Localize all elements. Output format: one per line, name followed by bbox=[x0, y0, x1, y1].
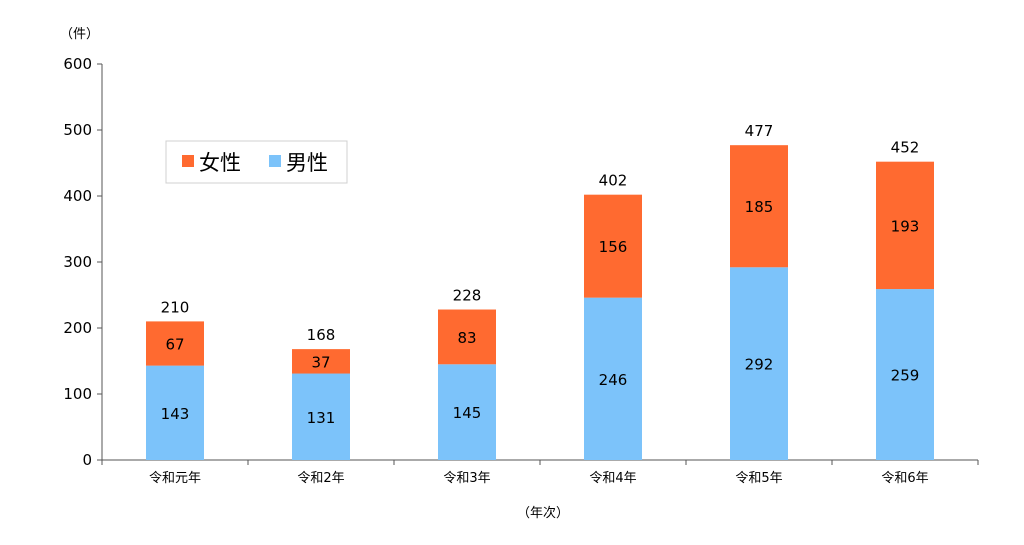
data-labels: 143 67 210 131 37 168 145 83 228 246 156 402 292 185 4… bbox=[161, 122, 920, 427]
bar-total-label: 402 bbox=[599, 172, 628, 190]
y-tick-label: 300 bbox=[63, 253, 92, 271]
legend-swatch bbox=[182, 155, 194, 167]
x-category-label: 令和元年 bbox=[149, 471, 201, 486]
bar-segment-male bbox=[438, 364, 496, 460]
x-category-label: 令和2年 bbox=[297, 471, 344, 486]
bar-segment-male bbox=[146, 365, 204, 460]
bar-total-label: 210 bbox=[161, 298, 190, 316]
bar-segment-male bbox=[584, 297, 642, 460]
bar-total-label: 477 bbox=[745, 122, 774, 140]
bar-segment-male bbox=[292, 373, 350, 460]
bar-segment-female bbox=[292, 349, 350, 374]
bar-value-label: 83 bbox=[457, 329, 476, 347]
bar-value-label: 292 bbox=[745, 356, 774, 374]
y-tick-label: 400 bbox=[63, 187, 92, 205]
y-tick-label: 100 bbox=[63, 385, 92, 403]
x-category-label: 令和4年 bbox=[589, 471, 636, 486]
bar-total-label: 228 bbox=[453, 287, 482, 305]
legend-box bbox=[165, 140, 348, 184]
x-category-label: 令和5年 bbox=[735, 471, 782, 486]
y-tick-label: 600 bbox=[63, 55, 92, 73]
legend-entry: 男性 bbox=[286, 151, 328, 175]
x-category-label: 令和6年 bbox=[881, 471, 928, 486]
bar-segment-male bbox=[730, 267, 788, 460]
bar-value-label: 145 bbox=[453, 404, 482, 422]
bar-value-label: 185 bbox=[745, 198, 774, 216]
bar-value-label: 143 bbox=[161, 405, 190, 423]
legend: 女性 男性 bbox=[165, 140, 348, 184]
legend-swatch bbox=[269, 155, 281, 167]
bar-segment-female bbox=[584, 194, 642, 298]
bar-value-label: 259 bbox=[891, 367, 920, 385]
y-axis-unit-label: （件） bbox=[60, 27, 99, 42]
bar-segment-female bbox=[146, 321, 204, 366]
axes: 0 100 200 300 400 500 600 令和元年 令和2年 令和3年 令和4年 令和5年 令… bbox=[63, 55, 979, 486]
bar-total-label: 452 bbox=[891, 139, 920, 157]
bar-segment-female bbox=[876, 161, 934, 290]
bar-value-label: 37 bbox=[311, 353, 330, 371]
bar-segment-female bbox=[438, 309, 496, 365]
bar-value-label: 246 bbox=[599, 371, 628, 389]
x-axis-title: （年次） bbox=[517, 505, 569, 521]
bar-value-label: 193 bbox=[891, 217, 920, 235]
bar-value-label: 67 bbox=[165, 336, 184, 354]
y-tick-label: 500 bbox=[63, 121, 92, 139]
bar-value-label: 156 bbox=[599, 238, 628, 256]
legend-entry: 女性 bbox=[199, 151, 241, 175]
bar-total-label: 168 bbox=[307, 326, 336, 344]
y-tick-label: 200 bbox=[63, 319, 92, 337]
bar-segment-male bbox=[876, 289, 934, 460]
bar-segment-female bbox=[730, 145, 788, 268]
y-tick-label: 0 bbox=[82, 451, 92, 469]
x-category-label: 令和3年 bbox=[443, 471, 490, 486]
bars bbox=[146, 145, 934, 460]
bar-value-label: 131 bbox=[307, 409, 336, 427]
